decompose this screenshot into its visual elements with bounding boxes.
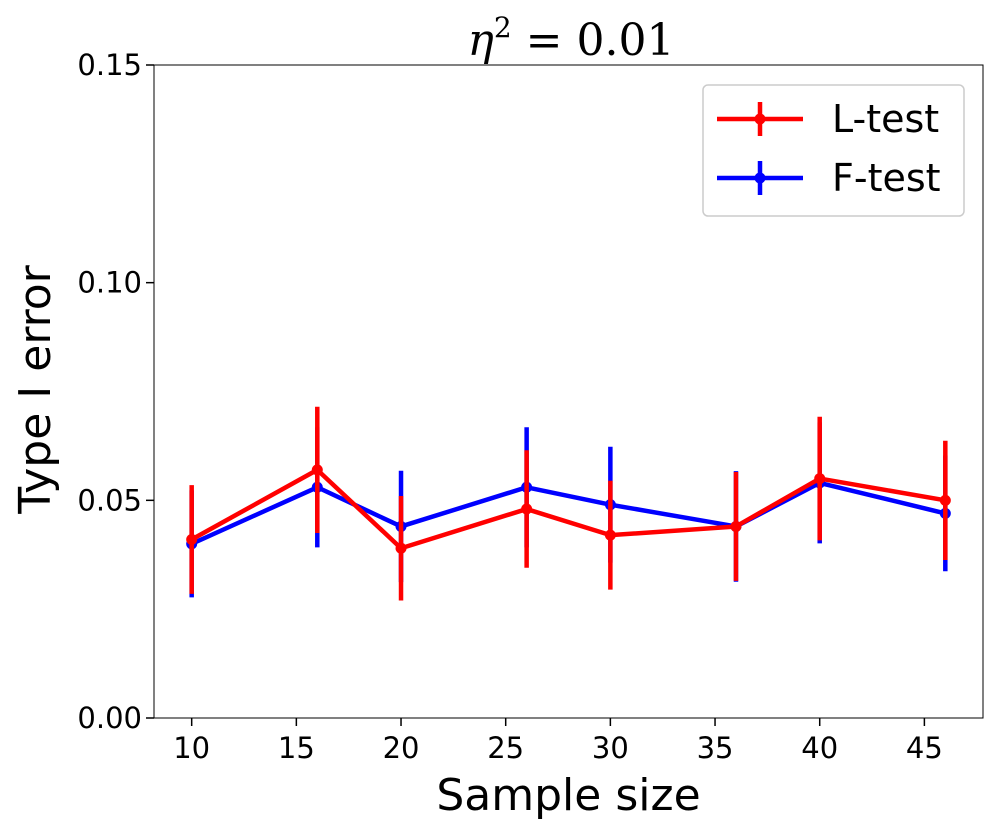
legend-marker <box>754 113 766 125</box>
data-point <box>939 494 951 506</box>
x-tick-label: 10 <box>173 731 210 765</box>
data-point <box>521 503 533 515</box>
data-point <box>604 529 616 541</box>
x-axis-label: Sample size <box>436 770 700 821</box>
chart-title: η2 = 0.01 <box>467 11 674 66</box>
title-exponent: 2 <box>494 11 512 44</box>
legend-label: L-test <box>832 97 939 141</box>
y-axis: 0.00 0.05 0.10 0.15 Type I error <box>10 48 154 735</box>
x-tick-label: 30 <box>592 731 629 765</box>
x-tick-label: 15 <box>278 731 315 765</box>
data-point <box>395 542 407 554</box>
title-equals: = <box>512 15 577 66</box>
series-l-test <box>186 406 951 601</box>
x-tick-label: 40 <box>801 731 838 765</box>
plot-area <box>153 64 984 719</box>
y-tick-label: 0.00 <box>77 701 142 735</box>
data-point <box>186 534 198 546</box>
legend-label: F-test <box>832 156 941 200</box>
data-point <box>311 464 323 476</box>
x-axis: 10 15 20 25 30 35 40 45 Sample size <box>173 718 943 821</box>
title-symbol: η <box>467 15 493 66</box>
plot-frame <box>153 64 984 719</box>
y-tick-label: 0.10 <box>77 266 142 300</box>
x-tick-label: 20 <box>383 731 420 765</box>
x-tick-label: 25 <box>487 731 524 765</box>
x-tick-label: 45 <box>906 731 943 765</box>
title-text: η2 = 0.01 <box>467 11 674 66</box>
title-value: 0.01 <box>577 15 675 66</box>
legend: L-test F-test <box>702 84 965 217</box>
series-line <box>190 480 946 546</box>
y-axis-label: Type I error <box>10 264 61 514</box>
data-point <box>730 520 742 532</box>
legend-marker <box>754 172 766 184</box>
series-line <box>190 467 946 551</box>
data-point <box>814 473 826 485</box>
y-tick-label: 0.05 <box>77 483 142 517</box>
x-tick-label: 35 <box>697 731 734 765</box>
series-f-test <box>186 422 951 598</box>
y-tick-label: 0.15 <box>77 48 142 82</box>
